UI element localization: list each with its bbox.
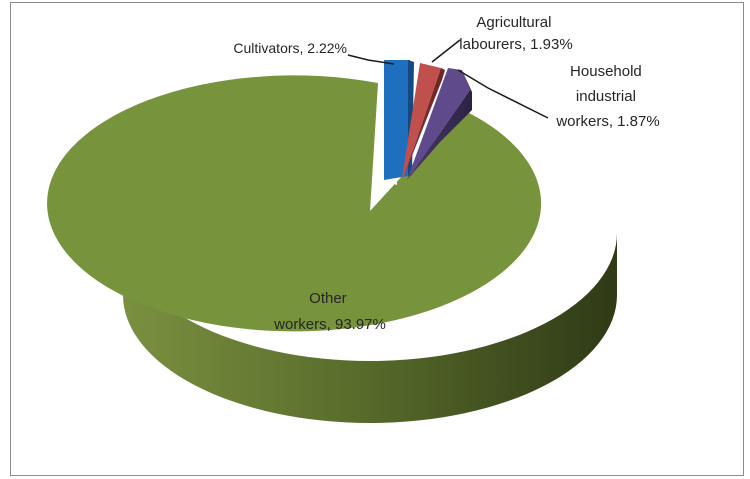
slice-household-industrial	[407, 68, 472, 180]
label-other-workers: Other workers, 93.97%	[273, 290, 386, 333]
label-cultivators: Cultivators, 2.22%	[233, 40, 347, 56]
leader-line-agricultural	[431, 39, 461, 63]
label-agricultural-labourers: Agricultural labourers, 1.93%	[459, 14, 572, 53]
label-household-industrial: Household industrial workers, 1.87%	[555, 63, 659, 130]
slice-other-workers	[47, 75, 617, 423]
leader-line-cultivators	[347, 54, 395, 65]
slice-cultivators	[384, 60, 414, 185]
leader-lines	[347, 39, 549, 119]
slice-agricultural-labourers	[402, 63, 445, 178]
leader-line-household	[457, 69, 549, 119]
